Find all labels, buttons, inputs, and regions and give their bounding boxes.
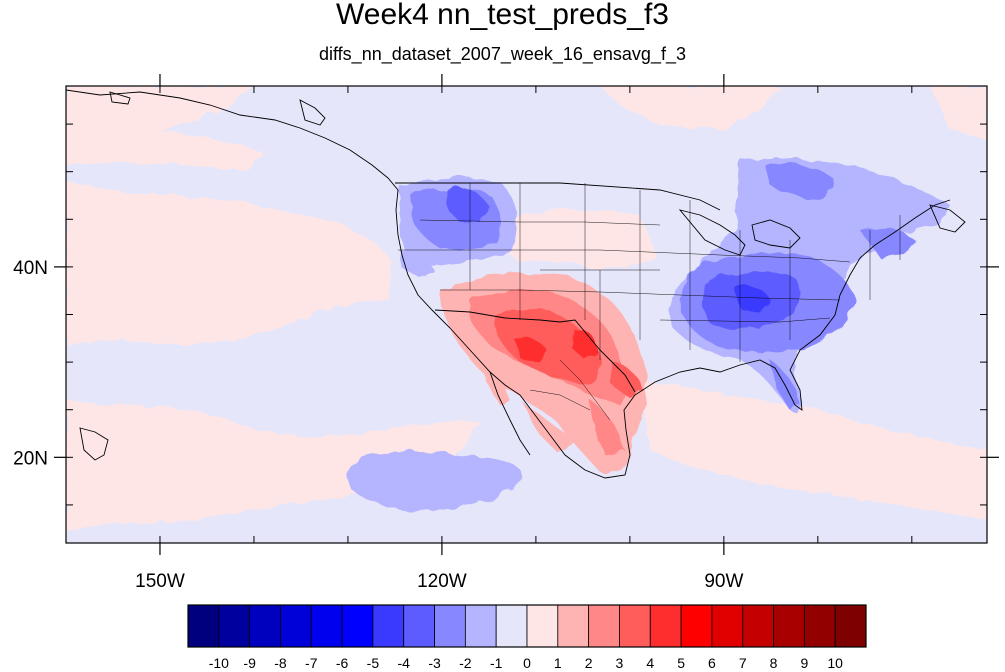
- colorbar-label: -6: [336, 655, 349, 671]
- lon-tick-label: 90W: [704, 571, 743, 592]
- colorbar-swatch: [526, 604, 559, 648]
- colorbar-swatch: [711, 604, 744, 648]
- lon-tick-label: 150W: [135, 571, 185, 592]
- colorbar-label: 9: [800, 655, 808, 671]
- colorbar-swatch: [588, 604, 620, 648]
- colorbar-label: -8: [274, 655, 287, 671]
- colorbar-label: 8: [770, 655, 778, 671]
- colorbar-swatch: [557, 604, 590, 648]
- colorbar-label: 0: [523, 655, 531, 671]
- colorbar-label: 4: [646, 655, 654, 671]
- colorbar-label: 10: [827, 655, 843, 671]
- colorbar-swatch: [403, 604, 435, 648]
- colorbar: [187, 604, 867, 648]
- colorbar-swatch: [803, 604, 836, 648]
- colorbar-swatch: [341, 604, 374, 648]
- colorbar-swatch: [834, 604, 867, 648]
- map-title: Week4 nn_test_preds_f3: [335, 0, 669, 31]
- colorbar-swatch: [280, 604, 312, 648]
- colorbar-label: 6: [708, 655, 716, 671]
- state-borders: [398, 183, 901, 362]
- colorbar-label: 1: [554, 655, 562, 671]
- colorbar-label: -3: [428, 655, 441, 671]
- lat-tick-label: 20N: [13, 448, 48, 469]
- colorbar-labels: -10 -9 -8 -7 -6 -5 -4 -3 -2 -1 0 1 2 3 4 5 6 7 8 9 10: [209, 655, 843, 671]
- colorbar-label: 2: [585, 655, 593, 671]
- colorbar-swatch: [495, 604, 528, 648]
- colorbar-swatch: [619, 604, 651, 648]
- map-field: [66, 86, 987, 543]
- colorbar-swatch: [680, 604, 713, 648]
- colorbar-label: -7: [305, 655, 318, 671]
- colorbar-label: 3: [616, 655, 624, 671]
- colorbar-label: -5: [367, 655, 380, 671]
- colorbar-label: -10: [209, 655, 229, 671]
- colorbar-swatch: [372, 604, 405, 648]
- colorbar-label: 5: [677, 655, 685, 671]
- colorbar-label: -1: [490, 655, 503, 671]
- colorbar-swatch: [310, 604, 343, 648]
- lon-tick-label: 120W: [417, 571, 467, 592]
- colorbar-swatch: [649, 604, 682, 648]
- map-subtitle: diffs_nn_dataset_2007_week_16_ensavg_f_3: [319, 44, 686, 64]
- colorbar-swatch: [464, 604, 497, 648]
- colorbar-swatch: [218, 604, 251, 648]
- colorbar-frame: [187, 604, 867, 648]
- colorbar-label: 7: [739, 655, 747, 671]
- colorbar-label: -4: [398, 655, 411, 671]
- colorbar-swatch: [742, 604, 774, 648]
- colorbar-swatch: [773, 604, 805, 648]
- lat-tick-label: 40N: [13, 258, 48, 279]
- colorbar-label: -2: [459, 655, 472, 671]
- colorbar-swatch: [249, 604, 281, 648]
- axis-ticks: [54, 74, 999, 555]
- colorbar-swatch: [434, 604, 466, 648]
- mexico-borders: [529, 359, 611, 421]
- axis-tick-labels: 150W 120W 90W 20N 40N: [13, 258, 743, 592]
- colorbar-label: -9: [243, 655, 256, 671]
- colorbar-swatch: [187, 604, 220, 648]
